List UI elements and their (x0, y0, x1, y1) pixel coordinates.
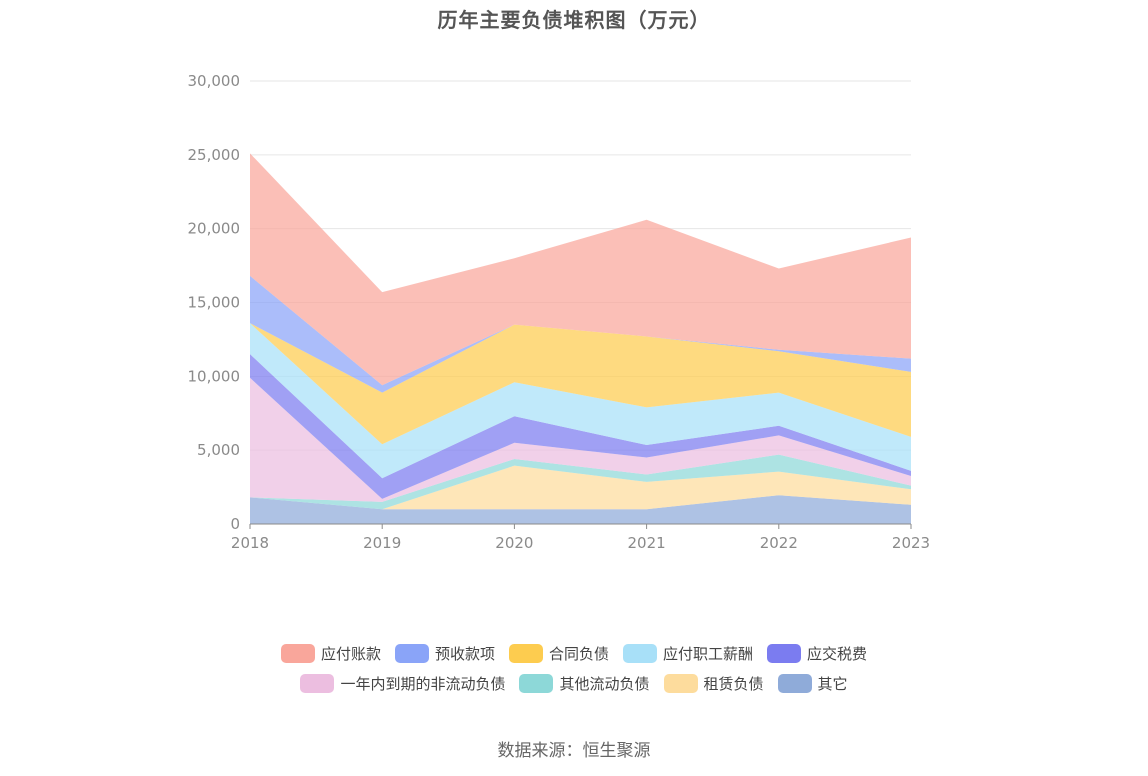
x-tick-label: 2021 (628, 534, 666, 552)
legend-label: 租赁负债 (703, 674, 764, 693)
area-series-其他流动负债[interactable] (250, 454, 911, 510)
area-series-应付账款[interactable] (250, 153, 911, 386)
legend-swatch (623, 643, 657, 663)
legend-label: 预收款项 (434, 644, 495, 663)
legend-label: 其他流动负债 (559, 674, 650, 693)
x-tick-label: 2020 (495, 534, 533, 552)
legend-item[interactable]: 应付职工薪酬 (623, 643, 753, 664)
legend-label: 应付职工薪酬 (663, 644, 754, 663)
area-series-合同负债[interactable] (250, 323, 911, 445)
legend-item[interactable]: 租赁负债 (663, 673, 764, 694)
legend-item[interactable]: 应付账款 (280, 643, 381, 664)
legend-swatch (280, 643, 315, 663)
legend-item[interactable]: 合同负债 (508, 643, 609, 664)
chart-title: 历年主要负债堆积图（万元） (437, 8, 711, 32)
x-tick-label: 2022 (760, 534, 798, 552)
legend: 应付账款 预收款项 合同负债 应付职工薪酬 应交税费 一年内到期的非流动负债 其他流动负债… (0, 638, 1148, 698)
area-series-layer (250, 153, 911, 524)
legend-item[interactable]: 预收款项 (394, 643, 495, 664)
legend-swatch (767, 643, 802, 663)
x-tick-label: 2023 (892, 534, 930, 552)
legend-item[interactable]: 一年内到期的非流动负债 (300, 673, 505, 694)
legend-swatch (777, 673, 812, 693)
legend-swatch (663, 673, 698, 693)
area-series-一年内到期的非流动负债[interactable] (250, 377, 911, 502)
legend-item[interactable]: 其它 (777, 673, 848, 694)
stacked-area-chart: 0 5,000 10,000 15,000 20,000 25,000 30,000 2018… (188, 72, 931, 552)
legend-item[interactable]: 其他流动负债 (519, 673, 650, 694)
y-tick-label: 30,000 (188, 72, 241, 90)
area-series-租赁负债[interactable] (250, 465, 911, 510)
legend-label: 一年内到期的非流动负债 (340, 674, 506, 693)
x-tick-label: 2019 (363, 534, 401, 552)
legend-swatch (300, 673, 335, 693)
y-tick-label: 10,000 (188, 367, 241, 385)
legend-swatch (508, 643, 543, 663)
x-tick-label: 2018 (231, 534, 269, 552)
legend-label: 合同负债 (548, 644, 609, 663)
area-series-应付职工薪酬[interactable] (250, 323, 911, 479)
legend-swatch (394, 643, 429, 663)
legend-label: 其它 (817, 674, 848, 693)
y-tick-label: 5,000 (197, 441, 240, 459)
legend-label: 应付账款 (320, 644, 381, 663)
axes: 0 5,000 10,000 15,000 20,000 25,000 30,000 2018… (188, 72, 931, 552)
y-tick-label: 25,000 (188, 146, 241, 164)
source-note: 数据来源：恒生聚源 (497, 741, 651, 761)
area-series-其它[interactable] (250, 495, 911, 524)
y-tick-label: 0 (230, 515, 240, 533)
y-tick-label: 20,000 (188, 220, 241, 238)
legend-label: 应交税费 (807, 644, 868, 663)
y-tick-label: 15,000 (188, 294, 241, 312)
legend-row: 应付账款 预收款项 合同负债 应付职工薪酬 应交税费 (0, 638, 1148, 668)
legend-row: 一年内到期的非流动负债 其他流动负债 租赁负债 其它 (0, 668, 1148, 698)
legend-swatch (519, 673, 554, 693)
legend-item[interactable]: 应交税费 (767, 643, 867, 664)
area-series-应交税费[interactable] (250, 354, 911, 499)
